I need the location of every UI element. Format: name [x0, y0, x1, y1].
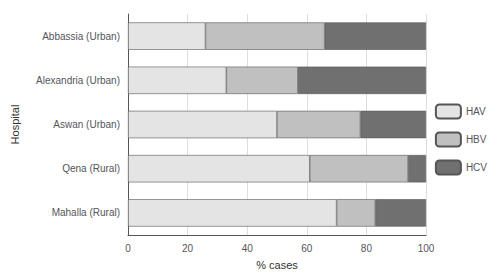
- svg-text:Alexandria (Urban): Alexandria (Urban): [36, 75, 120, 86]
- svg-text:HCV: HCV: [466, 162, 487, 173]
- svg-text:0: 0: [125, 243, 131, 254]
- svg-text:HAV: HAV: [466, 106, 486, 117]
- svg-text:% cases: % cases: [256, 259, 298, 271]
- svg-text:20: 20: [182, 243, 194, 254]
- svg-text:Abbassia (Urban): Abbassia (Urban): [42, 31, 120, 42]
- svg-text:Aswan (Urban): Aswan (Urban): [53, 119, 120, 130]
- svg-text:80: 80: [361, 243, 373, 254]
- svg-text:60: 60: [301, 243, 313, 254]
- svg-text:Qena (Rural): Qena (Rural): [62, 163, 120, 174]
- svg-text:100: 100: [418, 243, 435, 254]
- svg-text:40: 40: [242, 243, 254, 254]
- svg-text:HBV: HBV: [466, 134, 487, 145]
- svg-text:Mahalla (Rural): Mahalla (Rural): [52, 207, 120, 218]
- svg-text:Hospital: Hospital: [9, 105, 21, 145]
